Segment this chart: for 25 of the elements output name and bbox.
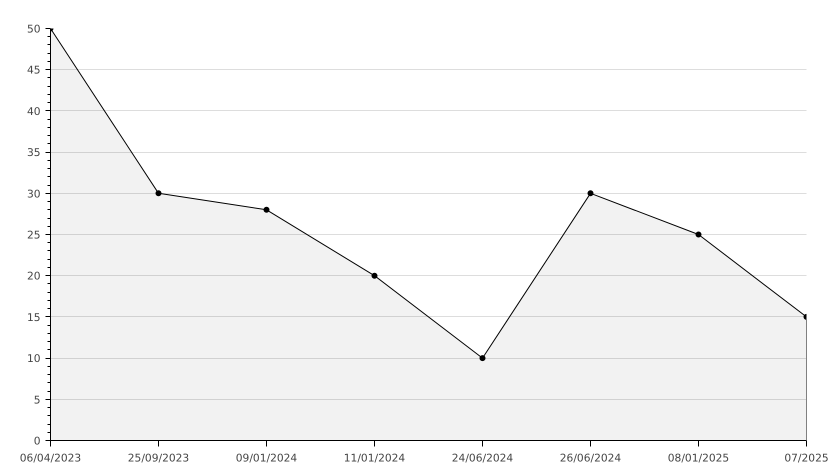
x-tick-label: 25/09/2023 [128, 452, 190, 464]
point [480, 355, 486, 362]
y-tick-label: 50 [26, 22, 41, 36]
x-tick-label: 09/01/2024 [236, 452, 298, 464]
y-tick-label: 10 [26, 352, 41, 366]
y-tick-label: 35 [26, 146, 41, 160]
x-tick-label: 11/01/2024 [344, 452, 406, 464]
y-tick-label: 5 [34, 393, 40, 406]
point [696, 232, 702, 238]
y-tick-label: 20 [26, 270, 41, 283]
point [588, 190, 594, 196]
y-tick-label: 25 [26, 228, 41, 242]
x-tick-label: 26/06/2024 [560, 452, 622, 464]
y-tick-label: 40 [26, 104, 41, 118]
x-tick-label: 07/2025 [784, 452, 829, 464]
x-tick-label: 24/06/2024 [452, 452, 514, 464]
point [372, 272, 378, 279]
point [264, 206, 270, 213]
x-tick-label: 08/01/2025 [668, 452, 730, 464]
point [156, 190, 162, 196]
y-tick-label: 30 [26, 187, 41, 200]
y-tick-label: 45 [26, 64, 41, 77]
y-tick-label: 15 [26, 310, 41, 324]
y-tick-label: 0 [34, 434, 41, 448]
x-tick-label: 06/04/2023 [20, 452, 82, 464]
